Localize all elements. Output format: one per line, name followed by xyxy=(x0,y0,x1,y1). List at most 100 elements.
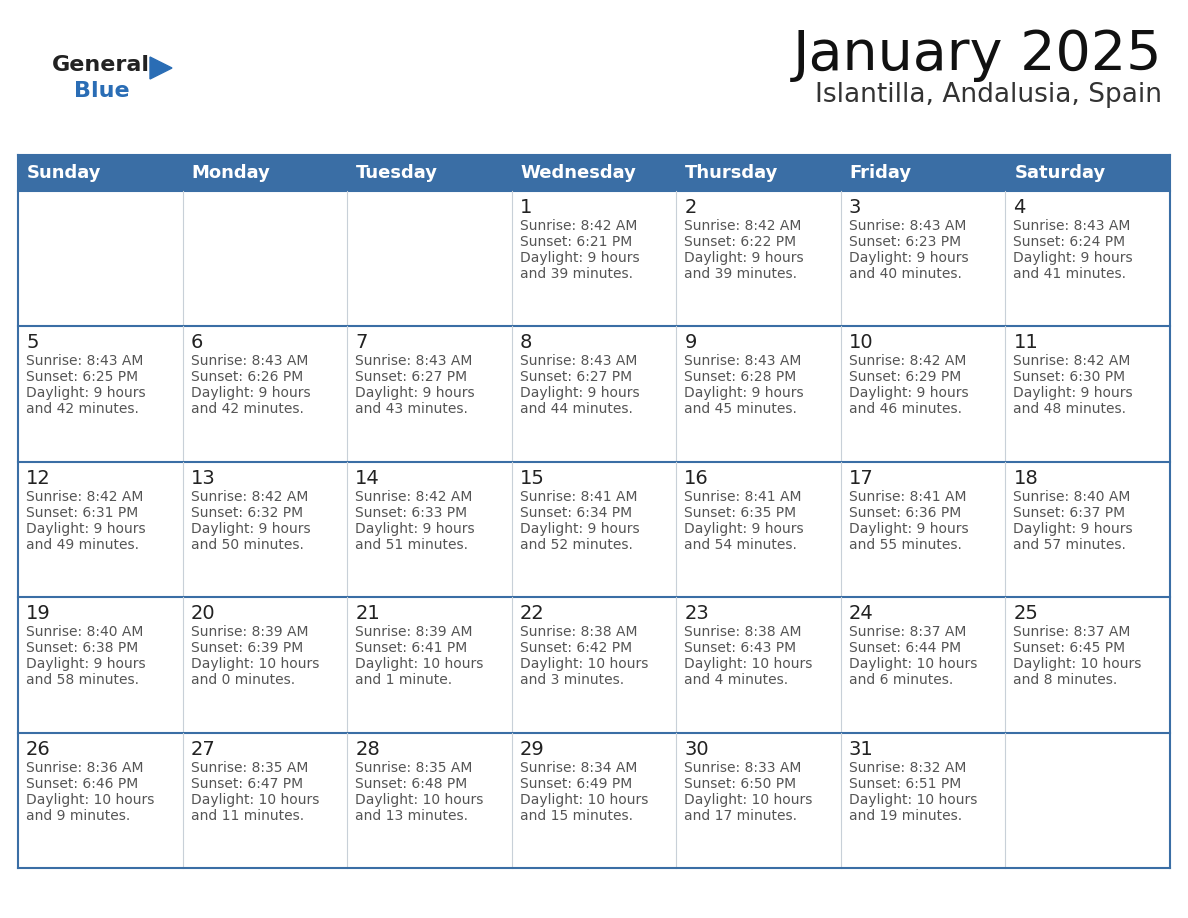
Text: Daylight: 9 hours: Daylight: 9 hours xyxy=(1013,251,1133,265)
Text: Sunset: 6:32 PM: Sunset: 6:32 PM xyxy=(190,506,303,520)
Text: Sunset: 6:30 PM: Sunset: 6:30 PM xyxy=(1013,370,1125,385)
Text: 17: 17 xyxy=(849,469,873,487)
Text: 3: 3 xyxy=(849,198,861,217)
Text: 16: 16 xyxy=(684,469,709,487)
Text: and 58 minutes.: and 58 minutes. xyxy=(26,673,139,688)
Text: Sunset: 6:36 PM: Sunset: 6:36 PM xyxy=(849,506,961,520)
Text: 14: 14 xyxy=(355,469,380,487)
Text: General: General xyxy=(52,55,150,75)
Text: Sunset: 6:49 PM: Sunset: 6:49 PM xyxy=(519,777,632,790)
Text: Daylight: 9 hours: Daylight: 9 hours xyxy=(1013,521,1133,536)
Text: and 3 minutes.: and 3 minutes. xyxy=(519,673,624,688)
Text: and 19 minutes.: and 19 minutes. xyxy=(849,809,962,823)
Bar xyxy=(18,191,1170,868)
Text: and 40 minutes.: and 40 minutes. xyxy=(849,267,962,281)
Text: Blue: Blue xyxy=(74,81,129,101)
Text: Sunset: 6:41 PM: Sunset: 6:41 PM xyxy=(355,641,467,655)
Text: Sunset: 6:24 PM: Sunset: 6:24 PM xyxy=(1013,235,1125,249)
Text: Daylight: 9 hours: Daylight: 9 hours xyxy=(190,521,310,536)
Text: and 42 minutes.: and 42 minutes. xyxy=(190,402,303,417)
Text: Sunset: 6:26 PM: Sunset: 6:26 PM xyxy=(190,370,303,385)
Text: Thursday: Thursday xyxy=(685,164,778,182)
Text: Daylight: 9 hours: Daylight: 9 hours xyxy=(1013,386,1133,400)
Text: and 42 minutes.: and 42 minutes. xyxy=(26,402,139,417)
Text: Sunrise: 8:32 AM: Sunrise: 8:32 AM xyxy=(849,761,966,775)
Text: Sunrise: 8:42 AM: Sunrise: 8:42 AM xyxy=(190,490,308,504)
Text: Sunset: 6:23 PM: Sunset: 6:23 PM xyxy=(849,235,961,249)
Bar xyxy=(18,155,1170,191)
Text: Sunrise: 8:43 AM: Sunrise: 8:43 AM xyxy=(849,219,966,233)
Text: Sunset: 6:29 PM: Sunset: 6:29 PM xyxy=(849,370,961,385)
Text: Sunrise: 8:40 AM: Sunrise: 8:40 AM xyxy=(1013,490,1131,504)
Text: Sunrise: 8:38 AM: Sunrise: 8:38 AM xyxy=(684,625,802,639)
Text: 29: 29 xyxy=(519,740,544,758)
Text: 13: 13 xyxy=(190,469,215,487)
Text: Daylight: 10 hours: Daylight: 10 hours xyxy=(849,792,978,807)
Text: 30: 30 xyxy=(684,740,709,758)
Text: Daylight: 10 hours: Daylight: 10 hours xyxy=(355,657,484,671)
Text: 2: 2 xyxy=(684,198,696,217)
Text: Sunset: 6:46 PM: Sunset: 6:46 PM xyxy=(26,777,138,790)
Text: 26: 26 xyxy=(26,740,51,758)
Text: Sunrise: 8:42 AM: Sunrise: 8:42 AM xyxy=(519,219,637,233)
Text: and 39 minutes.: and 39 minutes. xyxy=(519,267,633,281)
Text: Sunset: 6:50 PM: Sunset: 6:50 PM xyxy=(684,777,796,790)
Text: and 54 minutes.: and 54 minutes. xyxy=(684,538,797,552)
Text: Sunrise: 8:42 AM: Sunrise: 8:42 AM xyxy=(684,219,802,233)
Text: and 43 minutes.: and 43 minutes. xyxy=(355,402,468,417)
Text: Sunrise: 8:33 AM: Sunrise: 8:33 AM xyxy=(684,761,802,775)
Text: Sunrise: 8:41 AM: Sunrise: 8:41 AM xyxy=(519,490,637,504)
Text: and 15 minutes.: and 15 minutes. xyxy=(519,809,633,823)
Text: and 51 minutes.: and 51 minutes. xyxy=(355,538,468,552)
Text: Sunset: 6:35 PM: Sunset: 6:35 PM xyxy=(684,506,796,520)
Text: Tuesday: Tuesday xyxy=(356,164,438,182)
Text: 27: 27 xyxy=(190,740,215,758)
Text: 8: 8 xyxy=(519,333,532,353)
Text: 21: 21 xyxy=(355,604,380,623)
Text: Sunrise: 8:40 AM: Sunrise: 8:40 AM xyxy=(26,625,144,639)
Text: and 6 minutes.: and 6 minutes. xyxy=(849,673,953,688)
Text: and 44 minutes.: and 44 minutes. xyxy=(519,402,632,417)
Text: Daylight: 9 hours: Daylight: 9 hours xyxy=(684,521,804,536)
Text: Daylight: 10 hours: Daylight: 10 hours xyxy=(26,792,154,807)
Text: Daylight: 10 hours: Daylight: 10 hours xyxy=(849,657,978,671)
Text: Daylight: 10 hours: Daylight: 10 hours xyxy=(519,657,649,671)
Text: 28: 28 xyxy=(355,740,380,758)
Text: 9: 9 xyxy=(684,333,696,353)
Text: and 39 minutes.: and 39 minutes. xyxy=(684,267,797,281)
Text: Daylight: 9 hours: Daylight: 9 hours xyxy=(519,386,639,400)
Text: Sunset: 6:42 PM: Sunset: 6:42 PM xyxy=(519,641,632,655)
Text: Friday: Friday xyxy=(849,164,912,182)
Text: Daylight: 9 hours: Daylight: 9 hours xyxy=(849,386,968,400)
Text: Sunset: 6:48 PM: Sunset: 6:48 PM xyxy=(355,777,467,790)
Text: Sunrise: 8:38 AM: Sunrise: 8:38 AM xyxy=(519,625,637,639)
Text: Sunrise: 8:37 AM: Sunrise: 8:37 AM xyxy=(849,625,966,639)
Text: Daylight: 9 hours: Daylight: 9 hours xyxy=(519,251,639,265)
Text: 18: 18 xyxy=(1013,469,1038,487)
Text: Sunrise: 8:35 AM: Sunrise: 8:35 AM xyxy=(190,761,308,775)
Text: Daylight: 10 hours: Daylight: 10 hours xyxy=(519,792,649,807)
Text: Daylight: 9 hours: Daylight: 9 hours xyxy=(355,386,475,400)
Text: Sunset: 6:31 PM: Sunset: 6:31 PM xyxy=(26,506,138,520)
Text: Daylight: 9 hours: Daylight: 9 hours xyxy=(849,521,968,536)
Text: Sunset: 6:44 PM: Sunset: 6:44 PM xyxy=(849,641,961,655)
Text: and 48 minutes.: and 48 minutes. xyxy=(1013,402,1126,417)
Text: Sunrise: 8:42 AM: Sunrise: 8:42 AM xyxy=(26,490,144,504)
Text: Sunset: 6:27 PM: Sunset: 6:27 PM xyxy=(519,370,632,385)
Text: Sunset: 6:27 PM: Sunset: 6:27 PM xyxy=(355,370,467,385)
Text: Sunrise: 8:43 AM: Sunrise: 8:43 AM xyxy=(519,354,637,368)
Text: Daylight: 10 hours: Daylight: 10 hours xyxy=(355,792,484,807)
Text: Daylight: 9 hours: Daylight: 9 hours xyxy=(26,521,146,536)
Text: Sunset: 6:33 PM: Sunset: 6:33 PM xyxy=(355,506,467,520)
Text: Sunrise: 8:42 AM: Sunrise: 8:42 AM xyxy=(1013,354,1131,368)
Text: and 41 minutes.: and 41 minutes. xyxy=(1013,267,1126,281)
Text: Daylight: 9 hours: Daylight: 9 hours xyxy=(26,657,146,671)
Text: Daylight: 10 hours: Daylight: 10 hours xyxy=(190,657,318,671)
Text: and 4 minutes.: and 4 minutes. xyxy=(684,673,789,688)
Text: Sunrise: 8:36 AM: Sunrise: 8:36 AM xyxy=(26,761,144,775)
Text: Sunrise: 8:41 AM: Sunrise: 8:41 AM xyxy=(849,490,966,504)
Text: Sunrise: 8:43 AM: Sunrise: 8:43 AM xyxy=(1013,219,1131,233)
Text: Sunset: 6:43 PM: Sunset: 6:43 PM xyxy=(684,641,796,655)
Text: Sunset: 6:39 PM: Sunset: 6:39 PM xyxy=(190,641,303,655)
Text: Sunset: 6:37 PM: Sunset: 6:37 PM xyxy=(1013,506,1125,520)
